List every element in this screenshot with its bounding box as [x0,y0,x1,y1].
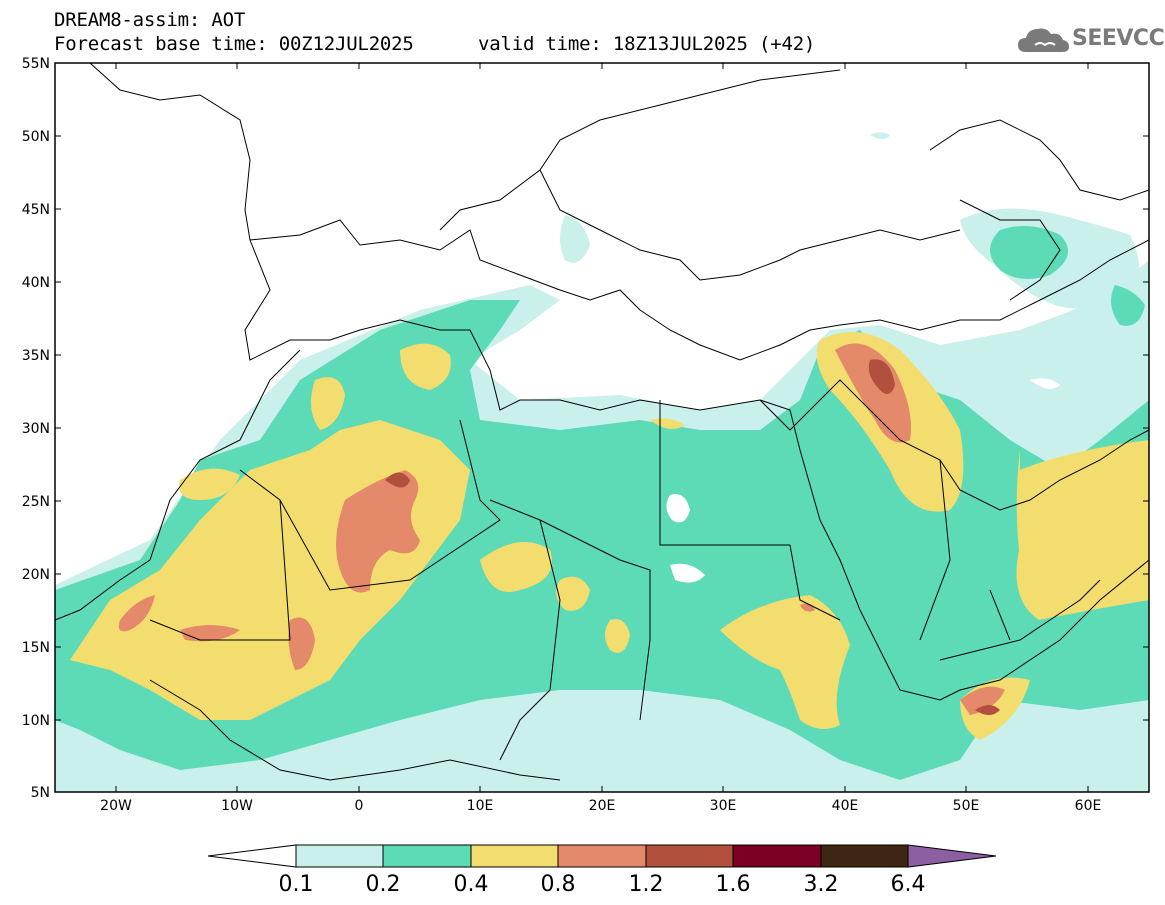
lat-label: 35N [22,348,50,364]
longitude-axis: 20W 10W 0 10E 20E 30E 40E 50E 60E [100,63,1101,814]
colorbar-label: 0.1 [279,872,314,897]
lat-label: 20N [22,567,50,583]
aot-field [55,63,1149,792]
colorbar-label: 0.2 [366,872,401,897]
lon-label: 60E [1075,798,1102,814]
cloud-icon [1018,28,1069,52]
colorbar [207,844,997,868]
lat-label: 45N [22,202,50,218]
lat-label: 40N [22,275,50,291]
colorbar-label: 0.8 [541,872,576,897]
lat-label: 5N [31,785,50,801]
colorbar-under [207,844,297,868]
lat-label: 30N [22,421,50,437]
seevccc-logo: SEEVCCC [1016,22,1165,58]
valid-time: valid time: 18Z13JUL2025 (+42) [478,33,816,55]
lon-label: 0 [355,798,364,814]
lat-label: 55N [22,56,50,72]
lon-label: 10W [221,798,253,814]
colorbar-swatch [470,844,559,868]
lat-label: 25N [22,494,50,510]
colorbar-swatch [557,844,647,868]
colorbar-label: 1.2 [629,872,664,897]
aot-level-0.8 [118,343,1005,715]
lon-label: 50E [953,798,980,814]
colorbar-label: 0.4 [454,872,489,897]
lon-label: 30E [710,798,737,814]
colorbar-over [907,844,997,868]
aot-level-1.2 [385,359,1000,715]
lon-label: 10E [467,798,494,814]
lat-label: 50N [22,129,50,145]
colorbar-label: 1.6 [716,872,751,897]
coastlines [55,63,1149,781]
colorbar-label: 3.2 [804,872,839,897]
colorbar-label: 6.4 [891,872,926,897]
colorbar-swatch [820,844,909,868]
logo-text: SEEVCCC [1072,26,1165,51]
lon-label: 40E [832,798,859,814]
colorbar-swatch [295,844,384,868]
lon-label: 20E [589,798,616,814]
colorbar-swatch [732,844,822,868]
lat-label: 10N [22,713,50,729]
colorbar-swatch [645,844,734,868]
lon-label: 20W [100,798,132,814]
map-title: DREAM8-assim: AOT [54,9,246,31]
forecast-base-time: Forecast base time: 00Z12JUL2025 [54,33,414,55]
colorbar-swatch [382,844,472,868]
lat-label: 15N [22,640,50,656]
aot-low-patches [666,378,1060,583]
latitude-axis: 55N 50N 45N 40N 35N 30N 25N 20N 15N 10N … [22,56,1149,801]
colorbar-labels: 0.1 0.2 0.4 0.8 1.2 1.6 3.2 6.4 [279,872,926,897]
